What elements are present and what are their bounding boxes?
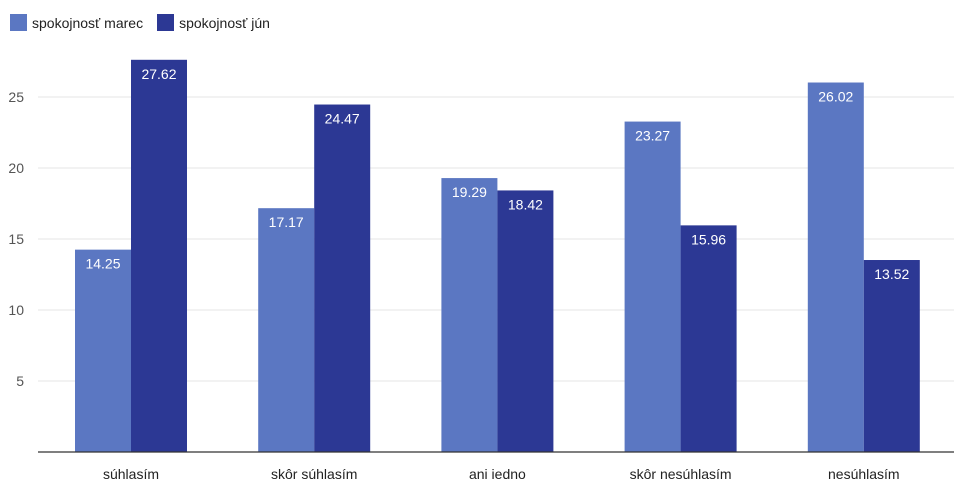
y-tick-label: 20 bbox=[8, 160, 24, 176]
bar-series-2[interactable] bbox=[314, 104, 371, 452]
bar-series-1[interactable] bbox=[75, 249, 131, 452]
bar-series-1[interactable] bbox=[258, 208, 315, 452]
x-tick-label: súhlasím bbox=[103, 466, 159, 480]
legend: spokojnosť marec spokojnosť jún bbox=[10, 14, 270, 31]
data-label-series-1: 14.25 bbox=[85, 256, 120, 272]
data-label-series-2: 18.42 bbox=[508, 196, 543, 212]
x-tick-label: nesúhlasím bbox=[828, 466, 900, 480]
y-tick-label: 25 bbox=[8, 89, 24, 105]
bar-series-1[interactable] bbox=[441, 178, 498, 452]
data-label-series-1: 23.27 bbox=[635, 128, 670, 144]
bar-series-2[interactable] bbox=[497, 190, 554, 452]
data-label-series-2: 27.62 bbox=[141, 66, 176, 82]
x-tick-label: skôr nesúhlasím bbox=[630, 466, 732, 480]
bar-series-2[interactable] bbox=[680, 225, 737, 452]
data-label-series-2: 15.96 bbox=[691, 231, 726, 247]
legend-label-series-2: spokojnosť jún bbox=[179, 14, 270, 31]
axes: 5 10 15 20 25 súhlasím skôr súhlasím ani iedno s… bbox=[8, 89, 954, 480]
legend-label-series-1: spokojnosť marec bbox=[32, 14, 144, 31]
legend-item-series-2[interactable]: spokojnosť jún bbox=[157, 14, 270, 31]
y-tick-label: 10 bbox=[8, 302, 24, 318]
y-tick-label: 15 bbox=[8, 231, 24, 247]
data-label-series-1: 17.17 bbox=[269, 214, 304, 230]
y-tick-label: 5 bbox=[16, 373, 24, 389]
bars bbox=[75, 59, 920, 453]
bar-series-2[interactable] bbox=[863, 260, 920, 452]
data-label-series-2: 13.52 bbox=[874, 266, 909, 282]
legend-swatch-series-2 bbox=[157, 14, 175, 31]
data-labels: 14.25 27.62 17.17 24.47 19.29 18.42 23.27 15.96… bbox=[85, 66, 909, 282]
data-label-series-1: 19.29 bbox=[452, 184, 487, 200]
bar-series-1[interactable] bbox=[807, 82, 864, 453]
bar-series-2[interactable] bbox=[131, 59, 187, 453]
data-label-series-1: 26.02 bbox=[818, 89, 853, 105]
x-tick-label: ani iedno bbox=[469, 466, 526, 480]
legend-swatch-series-1 bbox=[10, 14, 27, 31]
x-tick-label: skôr súhlasím bbox=[271, 466, 357, 480]
legend-item-series-1[interactable]: spokojnosť marec bbox=[10, 14, 143, 31]
data-label-series-2: 24.47 bbox=[325, 111, 360, 127]
bar-series-1[interactable] bbox=[624, 121, 681, 452]
